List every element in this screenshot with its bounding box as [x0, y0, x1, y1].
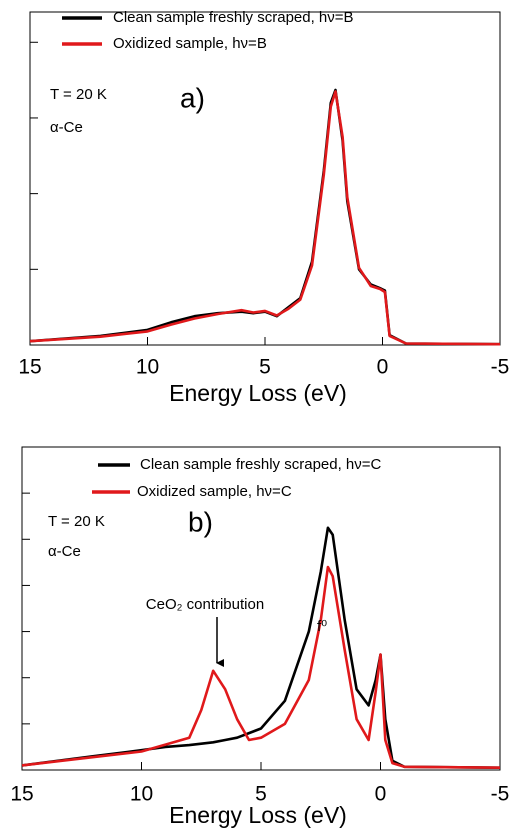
legend-label: Oxidized sample, hν=B — [113, 35, 267, 52]
annotation: α-Ce — [50, 119, 83, 136]
legend-label: Oxidized sample, hν=C — [137, 483, 292, 500]
x-tick-label: -5 — [491, 356, 510, 379]
data-line — [21, 526, 501, 769]
x-tick-label: 10 — [130, 783, 153, 806]
data-line — [29, 88, 501, 346]
data-line — [29, 90, 501, 346]
annotation: T = 20 K — [48, 513, 105, 530]
x-tick-label: 0 — [377, 356, 389, 379]
x-tick-label: -5 — [491, 783, 510, 806]
annotation: α-Ce — [48, 543, 81, 560]
annotation: T = 20 K — [50, 86, 107, 103]
x-tick-label: 15 — [18, 356, 41, 379]
plot-frame — [29, 11, 501, 346]
annotation: CeO₂ contribution — [146, 596, 264, 613]
x-axis-label: Energy Loss (eV) — [169, 802, 347, 828]
panel-label: b) — [188, 506, 213, 537]
data-line — [21, 565, 501, 769]
x-tick-label: 0 — [375, 783, 387, 806]
x-tick-label: 5 — [255, 783, 267, 806]
x-tick-label: 10 — [136, 356, 159, 379]
legend-label: Clean sample freshly scraped, hν=B — [113, 9, 354, 26]
x-tick-label: 5 — [259, 356, 271, 379]
panel-label: a) — [180, 82, 205, 113]
legend-label: Clean sample freshly scraped, hν=C — [140, 456, 382, 473]
x-tick-label: 15 — [10, 783, 33, 806]
x-axis-label: Energy Loss (eV) — [169, 380, 347, 406]
annotation: f⁰ — [317, 618, 327, 635]
